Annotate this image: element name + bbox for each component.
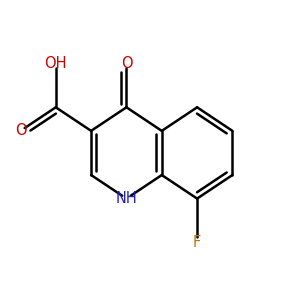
Text: NH: NH — [116, 191, 137, 206]
Text: O: O — [121, 56, 132, 70]
Text: OH: OH — [44, 56, 67, 70]
Text: F: F — [193, 235, 201, 250]
Text: O: O — [15, 123, 26, 138]
